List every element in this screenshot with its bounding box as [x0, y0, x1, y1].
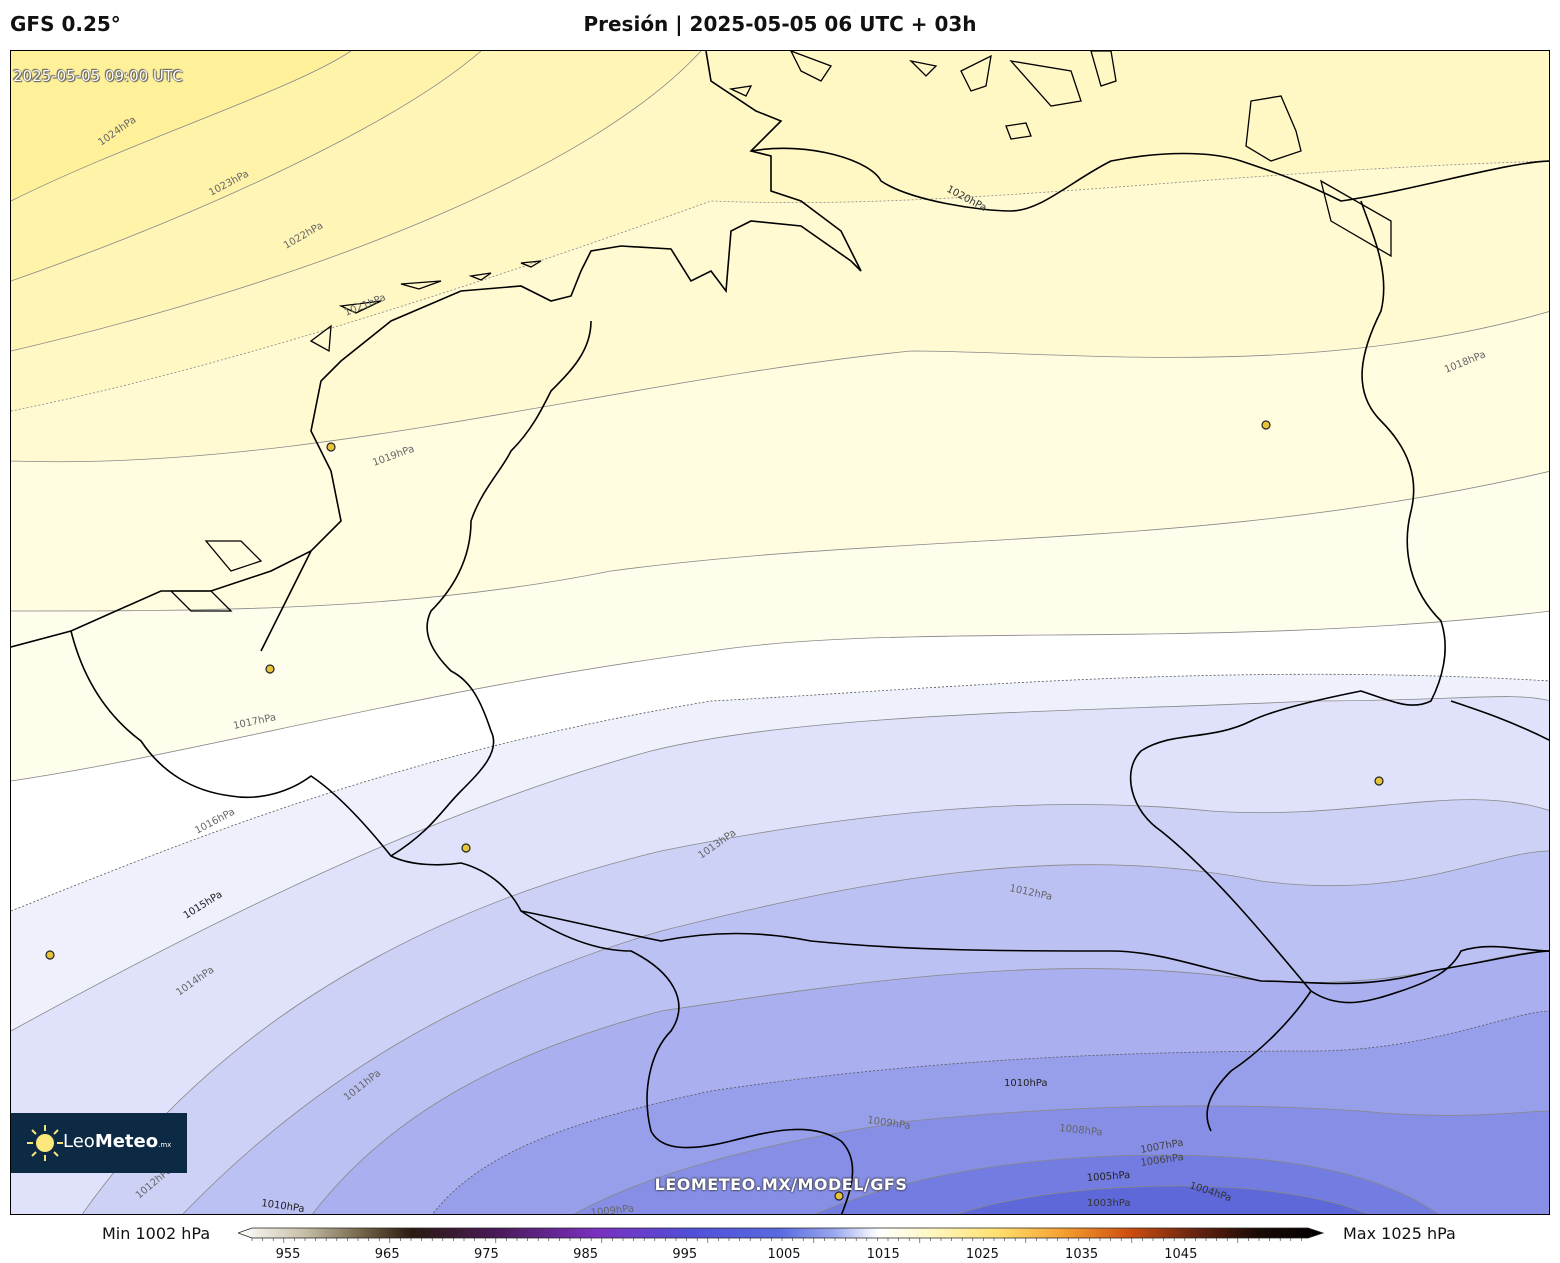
colorbar-min-label: Min 1002 hPa: [102, 1224, 211, 1243]
chart-title: Presión | 2025-05-05 06 UTC + 03h: [583, 12, 977, 36]
colorbar-tick-label: 1045: [1164, 1247, 1197, 1262]
coastlines-borders: [11, 51, 1549, 1214]
band-1021: [11, 51, 1549, 411]
colorbar-max-label: Max 1025 hPa: [1343, 1224, 1456, 1243]
city-marker[interactable]: [1261, 420, 1271, 430]
valid-time: 2025-05-05 09:00 UTC: [13, 67, 183, 85]
pressure-map[interactable]: 1024hPa 1023hPa 1022hPa 1021hPa 1020hPa …: [10, 50, 1550, 1215]
colorbar-tick-label: 975: [474, 1247, 499, 1262]
map-canvas: 1024hPa 1023hPa 1022hPa 1021hPa 1020hPa …: [11, 51, 1549, 1215]
city-marker[interactable]: [461, 843, 471, 853]
model-name: GFS 0.25°: [10, 12, 121, 36]
sun-icon: [27, 1125, 63, 1161]
colorbar-tick-label: 1025: [966, 1247, 999, 1262]
colorbar-tick-label: 1005: [767, 1247, 800, 1262]
colorbar: 955 965 975 985 995 1005 1015 1025 1035 1045: [238, 1227, 1325, 1262]
logo-text: LeoMeteo.mx: [63, 1131, 172, 1152]
colorbar-tick-label: 1015: [867, 1247, 900, 1262]
isobar-label: 1010hPa: [261, 1198, 306, 1215]
colorbar-tick-label: 1035: [1065, 1247, 1098, 1262]
isobar-label: 1010hPa: [1004, 1078, 1048, 1089]
band-1022: [11, 51, 701, 351]
city-markers: [45, 420, 1384, 1201]
band-1024: [11, 51, 351, 201]
source-watermark: LEOMETEO.MX/MODEL/GFS: [654, 1175, 908, 1194]
colorbar-tick-label: 965: [375, 1247, 400, 1262]
band-1023: [11, 51, 481, 281]
islands: [169, 51, 1392, 612]
isobar-label: 1008hPa: [1059, 1123, 1103, 1138]
band-1020: [11, 161, 1549, 462]
city-marker[interactable]: [265, 664, 275, 674]
isobar-label: 1005hPa: [1086, 1170, 1130, 1184]
city-marker[interactable]: [834, 1191, 844, 1201]
band-1018: [11, 471, 1549, 781]
isobar-lines: [11, 51, 1549, 1214]
city-marker[interactable]: [1374, 776, 1384, 786]
band-1016: [11, 611, 1549, 911]
isobar-label: 1003hPa: [1087, 1198, 1131, 1209]
isobar-label: 1009hPa: [590, 1203, 634, 1215]
city-marker[interactable]: [326, 442, 336, 452]
leometeo-logo[interactable]: LeoMeteo.mx: [11, 1113, 187, 1173]
colorbar-tick-label: 955: [276, 1247, 301, 1262]
colorbar-tick-label: 985: [573, 1247, 598, 1262]
colorbar-tick-label: 995: [672, 1247, 697, 1262]
band-1019: [11, 311, 1549, 611]
city-marker[interactable]: [45, 950, 55, 960]
